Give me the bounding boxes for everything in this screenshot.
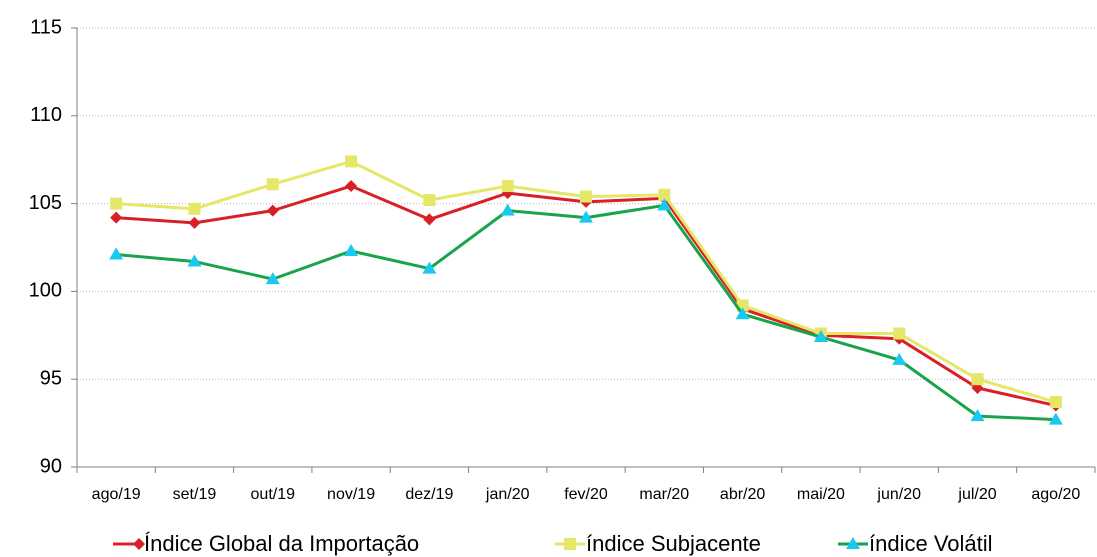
legend-label: índice Volátil (869, 531, 993, 556)
marker (1048, 412, 1063, 425)
marker (188, 202, 201, 215)
marker (133, 538, 145, 550)
x-tick-label: set/19 (173, 486, 217, 503)
marker (109, 247, 124, 260)
marker (658, 188, 671, 201)
x-tick-label: abr/20 (720, 486, 765, 503)
series-line (116, 203, 1056, 422)
marker (564, 538, 576, 550)
marker (423, 194, 436, 207)
marker (970, 409, 985, 422)
marker (266, 178, 279, 191)
y-tick-label: 110 (30, 104, 62, 126)
x-tick-label: out/19 (251, 486, 296, 503)
x-tick-label: nov/19 (327, 486, 375, 503)
y-tick-label: 105 (29, 192, 62, 214)
marker (971, 373, 984, 386)
legend-label: índice Subjacente (586, 531, 761, 556)
marker (345, 180, 358, 193)
x-tick-label: fev/20 (564, 486, 608, 503)
marker (500, 203, 515, 216)
y-tick-label: 115 (30, 16, 62, 38)
marker (893, 327, 906, 340)
marker (580, 190, 592, 203)
marker (735, 307, 750, 320)
legend-label: Índice Global da Importação (144, 531, 419, 556)
x-tick-label: jul/20 (957, 486, 996, 503)
marker (266, 204, 279, 217)
marker (344, 244, 359, 257)
marker (846, 537, 860, 549)
x-tick-label: mai/20 (797, 486, 845, 503)
x-tick-label: ago/20 (1031, 486, 1080, 503)
x-tick-label: dez/19 (405, 486, 453, 503)
x-tick-label: ago/19 (92, 486, 141, 503)
marker (187, 254, 202, 267)
marker (422, 261, 437, 274)
marker (892, 352, 907, 365)
marker (110, 211, 123, 224)
y-tick-label: 95 (40, 367, 62, 389)
y-tick-label: 90 (40, 455, 62, 477)
x-tick-label: jan/20 (485, 486, 530, 503)
x-tick-label: mar/20 (639, 486, 689, 503)
marker (501, 180, 514, 193)
marker (265, 272, 280, 285)
x-tick-label: jun/20 (876, 486, 921, 503)
y-tick-label: 100 (29, 280, 62, 302)
marker (579, 210, 593, 223)
marker (657, 198, 672, 211)
marker (345, 155, 358, 168)
marker (188, 216, 201, 229)
marker (813, 330, 828, 343)
marker (110, 197, 123, 210)
marker (1049, 396, 1062, 409)
marker (423, 213, 436, 226)
